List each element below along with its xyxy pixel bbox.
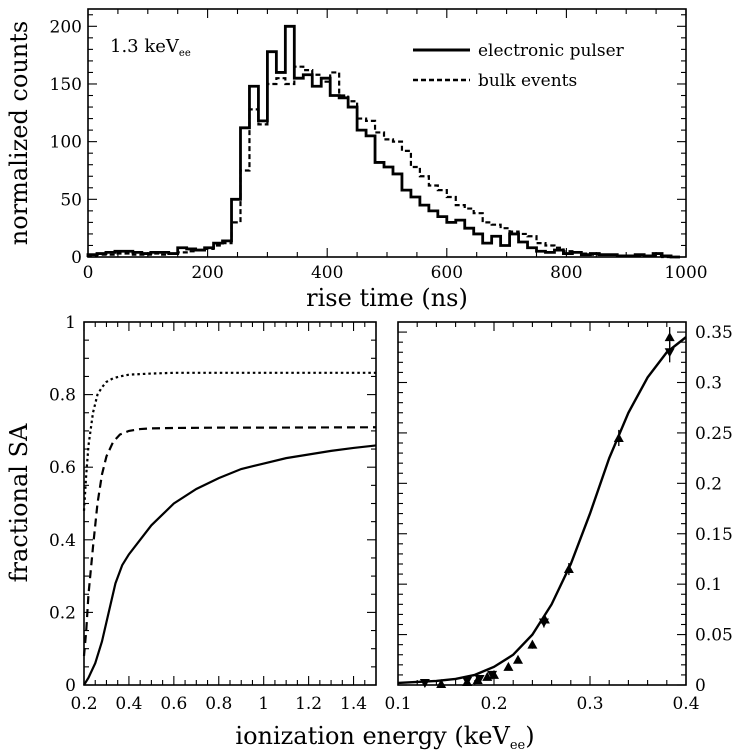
br-y-tick-label: 0.05 bbox=[695, 626, 733, 646]
top-x-tick-label: 0 bbox=[83, 263, 94, 283]
br-x-tick-label: 0.4 bbox=[672, 694, 699, 714]
br-y-tick-label: 0.3 bbox=[695, 374, 722, 394]
top-x-ticks: 0 200 400 600 800 1000 bbox=[83, 9, 708, 283]
br-point-triangle-up bbox=[613, 432, 624, 442]
br-point-triangle-down bbox=[419, 678, 430, 688]
bl-x-tick-label: 0.6 bbox=[160, 694, 187, 714]
bl-y-tick-label: 0.6 bbox=[49, 458, 76, 478]
br-point-triangle-up bbox=[436, 678, 447, 688]
legend-label-bulk: bulk events bbox=[478, 71, 577, 91]
bl-dashed-curve bbox=[82, 426, 377, 657]
top-panel: 0 200 400 600 800 1000 0 50 100 150 200 1.3 keVee… bbox=[5, 8, 708, 312]
bl-x-ticks: 0.2 0.4 0.6 0.8 1 1.2 1.4 bbox=[70, 322, 377, 714]
br-y-tick-label: 0.35 bbox=[695, 323, 733, 343]
top-annotation: 1.3 keVee bbox=[110, 36, 191, 59]
br-fit-curve bbox=[397, 336, 687, 685]
top-annotation-main: 1.3 keV bbox=[110, 36, 180, 57]
bl-x-tick-label: 1.4 bbox=[340, 694, 367, 714]
top-x-tick-label: 600 bbox=[431, 263, 463, 283]
br-series bbox=[397, 327, 687, 688]
bl-y-tick-label: 0 bbox=[65, 676, 76, 696]
br-point-triangle-up bbox=[527, 639, 538, 649]
br-y-tick-label: 0 bbox=[695, 676, 706, 696]
br-point-triangle-up bbox=[503, 661, 514, 671]
top-x-axis-label: rise time (ns) bbox=[306, 284, 468, 312]
br-y-tick-label: 0.15 bbox=[695, 525, 733, 545]
bl-x-tick-label: 1.2 bbox=[295, 694, 322, 714]
top-x-tick-label: 400 bbox=[311, 263, 343, 283]
bl-y-tick-label: 0.2 bbox=[49, 603, 76, 623]
shared-x-label-sub: ee bbox=[510, 738, 526, 753]
bl-x-tick-label: 0.2 bbox=[70, 694, 97, 714]
bl-x-tick-label: 1 bbox=[258, 694, 269, 714]
br-point-triangle-up bbox=[664, 332, 675, 342]
top-x-tick-label: 1000 bbox=[664, 263, 707, 283]
br-x-tick-label: 0.1 bbox=[384, 694, 411, 714]
bl-y-axis-label: fractional SA bbox=[5, 423, 33, 582]
top-annotation-sub: ee bbox=[179, 48, 191, 59]
br-x-tick-label: 0.3 bbox=[576, 694, 603, 714]
top-y-tick-label: 50 bbox=[60, 190, 82, 210]
br-y-tick-label: 0.25 bbox=[695, 424, 733, 444]
bl-y-ticks: 0 0.2 0.4 0.6 0.8 1 bbox=[49, 313, 376, 696]
pulser-histogram bbox=[86, 24, 681, 259]
top-y-tick-label: 200 bbox=[50, 17, 82, 37]
shared-x-label-main: ionization energy (keV bbox=[235, 722, 510, 750]
br-y-ticks: 0 0.05 0.1 0.15 0.2 0.25 0.3 0.35 bbox=[398, 323, 733, 696]
br-point-triangle-down bbox=[664, 348, 675, 358]
bl-series bbox=[82, 371, 377, 686]
legend-label-pulser: electronic pulser bbox=[478, 41, 625, 61]
top-x-tick-label: 200 bbox=[191, 263, 223, 283]
bl-y-tick-label: 0.8 bbox=[49, 386, 76, 406]
bl-plot-frame bbox=[83, 321, 377, 686]
bl-x-tick-label: 0.8 bbox=[205, 694, 232, 714]
br-point-triangle-down bbox=[487, 670, 498, 680]
shared-x-label-close: ) bbox=[525, 722, 534, 750]
bl-solid-curve bbox=[83, 444, 377, 686]
top-series bbox=[86, 24, 681, 259]
br-x-tick-label: 0.2 bbox=[480, 694, 507, 714]
bl-dotted-curve bbox=[82, 371, 376, 511]
bl-y-tick-label: 0.4 bbox=[49, 531, 76, 551]
top-y-tick-label: 0 bbox=[71, 248, 82, 268]
top-y-tick-label: 100 bbox=[50, 133, 82, 153]
br-point-triangle-down bbox=[474, 674, 485, 684]
br-point-triangle-down bbox=[538, 618, 549, 628]
br-plot-frame bbox=[397, 321, 687, 686]
shared-x-axis-label: ionization energy (keVee) bbox=[235, 722, 534, 753]
br-point-triangle-up bbox=[513, 654, 523, 664]
br-point-triangle-down bbox=[462, 676, 473, 686]
top-legend: electronic pulser bulk events bbox=[413, 41, 625, 91]
bottom-right-panel: 0.1 0.2 0.3 0.4 0 0.05 0.1 0.15 0.2 0.25 0.3 0.35 bbox=[384, 321, 733, 714]
br-x-ticks: 0.1 0.2 0.3 0.4 bbox=[384, 322, 700, 714]
br-y-tick-label: 0.2 bbox=[695, 474, 722, 494]
bulk-histogram bbox=[86, 65, 681, 259]
bottom-left-panel: 0.2 0.4 0.6 0.8 1 1.2 1.4 00.20.40.60.81 fract… bbox=[5, 313, 377, 714]
top-x-tick-label: 800 bbox=[550, 263, 582, 283]
bl-y-tick-label: 1 bbox=[65, 313, 76, 333]
top-y-axis-label: normalized counts bbox=[5, 21, 33, 245]
top-y-tick-label: 150 bbox=[50, 75, 82, 95]
br-y-tick-label: 0.1 bbox=[695, 575, 722, 595]
top-y-ticks: 0 50 100 150 200 bbox=[50, 14, 686, 268]
bl-x-tick-label: 0.4 bbox=[115, 694, 142, 714]
br-point-triangle-up bbox=[563, 564, 574, 574]
